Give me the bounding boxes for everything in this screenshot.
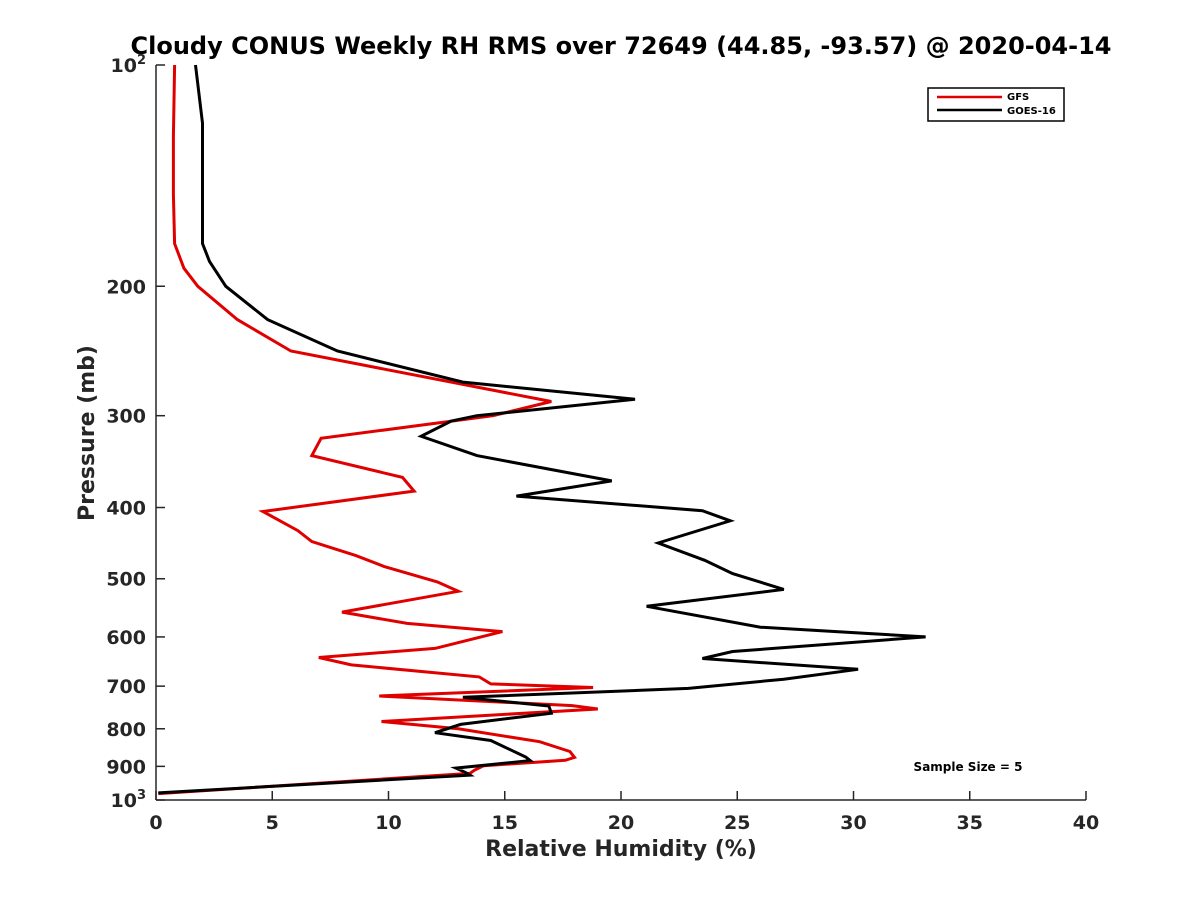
x-tick-label: 40: [1073, 812, 1099, 834]
legend-box: [927, 87, 1065, 122]
x-tick-label: 35: [957, 812, 983, 834]
sample-size-annotation: Sample Size = 5: [914, 760, 1023, 774]
x-tick-label: 10: [375, 812, 401, 834]
y-tick-label: 600: [106, 627, 146, 649]
x-tick-label: 30: [840, 812, 866, 834]
x-tick-label: 25: [724, 812, 750, 834]
x-axis-label: Relative Humidity (%): [485, 837, 757, 862]
x-tick-label: 5: [266, 812, 279, 834]
chart-title: Cloudy CONUS Weekly RH RMS over 72649 (4…: [131, 32, 1112, 60]
legend-label-goes16: GOES-16: [1007, 106, 1056, 117]
legend: GFS GOES-16: [927, 87, 1065, 122]
y-tick-label: 300: [106, 406, 146, 428]
y-tick-label: 200: [106, 276, 146, 298]
y-axis-label: Pressure (mb): [75, 345, 100, 521]
y-tick-label: 700: [106, 676, 146, 698]
series-layer: [158, 64, 926, 796]
x-tick-label: 15: [492, 812, 518, 834]
x-tick-label: 0: [149, 812, 162, 834]
series-line-goes16: [158, 64, 926, 795]
y-tick-label: 900: [106, 756, 146, 778]
series-line-gfs: [158, 64, 598, 796]
x-ticks: 0 5 10 15 20 25 30 35 40: [149, 791, 1099, 834]
y-tick-label: 400: [106, 498, 146, 520]
x-tick-label: 20: [608, 812, 634, 834]
y-tick-label: 500: [106, 569, 146, 591]
y-tick-label: 800: [106, 719, 146, 741]
legend-label-gfs: GFS: [1007, 92, 1029, 103]
